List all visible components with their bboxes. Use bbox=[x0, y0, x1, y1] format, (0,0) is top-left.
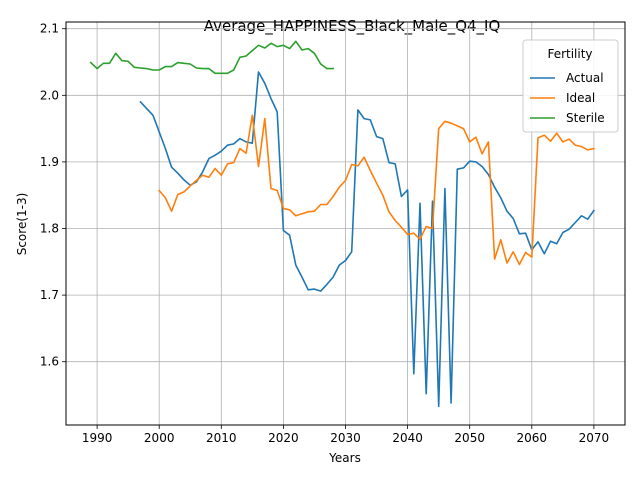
y-tick-label: 1.9 bbox=[40, 155, 59, 169]
x-tick-label: 2050 bbox=[454, 431, 485, 445]
series-lines bbox=[89, 40, 596, 408]
x-tick-label: 2040 bbox=[392, 431, 423, 445]
x-tick-label: 2020 bbox=[268, 431, 299, 445]
y-tick-label: 1.6 bbox=[40, 355, 59, 369]
legend-box bbox=[522, 39, 619, 133]
legend-label-actual: Actual bbox=[566, 71, 604, 85]
legend: Fertility Actual Ideal Sterile bbox=[522, 39, 619, 133]
series-line-sterile bbox=[89, 40, 334, 75]
x-tick-label: 1990 bbox=[82, 431, 113, 445]
x-tick-label: 2010 bbox=[206, 431, 237, 445]
y-tick-label: 1.7 bbox=[40, 288, 59, 302]
chart-title: Average_HAPPINESS_Black_Male_Q4_IQ bbox=[204, 17, 501, 36]
y-tick-label: 1.8 bbox=[40, 222, 59, 236]
x-tick-label: 2000 bbox=[144, 431, 175, 445]
y-tick-label: 2.1 bbox=[40, 22, 59, 36]
x-tick-label: 2030 bbox=[330, 431, 361, 445]
y-axis-label: Score(1-3) bbox=[15, 193, 29, 256]
series-line-ideal bbox=[158, 114, 595, 266]
x-tick-label: 2070 bbox=[579, 431, 610, 445]
legend-label-ideal: Ideal bbox=[566, 91, 595, 105]
series-line-actual bbox=[139, 71, 596, 408]
legend-title: Fertility bbox=[547, 47, 592, 61]
y-axis-ticks: 1.6 1.7 1.8 1.9 2.0 2.1 bbox=[40, 22, 66, 369]
x-axis-label: Years bbox=[328, 451, 361, 465]
legend-label-sterile: Sterile bbox=[566, 111, 605, 125]
x-axis-ticks: 1990 2000 2010 2020 2030 2040 2050 2060 2070 bbox=[82, 425, 609, 445]
x-tick-label: 2060 bbox=[517, 431, 548, 445]
y-tick-label: 2.0 bbox=[40, 88, 59, 102]
